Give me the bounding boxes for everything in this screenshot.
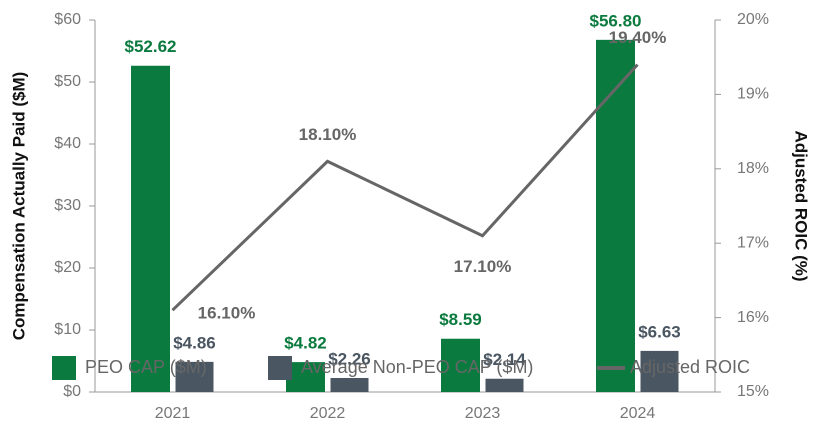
bar	[131, 65, 170, 393]
bar	[485, 378, 524, 392]
bar-value-label: $2.14	[483, 350, 526, 369]
y-axis-title: Compensation Actually Paid ($M)	[9, 72, 28, 341]
line-value-label: 16.10%	[198, 304, 256, 323]
legend-swatch	[268, 356, 292, 380]
legend-swatch	[52, 356, 76, 380]
y-tick-label: $40	[54, 135, 81, 152]
bar	[286, 362, 325, 392]
bar-value-label: $56.80	[590, 11, 642, 30]
line-value-label: 17.10%	[454, 257, 512, 276]
y-tick-label: $10	[54, 321, 81, 338]
y2-tick-label: 19%	[737, 86, 769, 103]
x-tick-label: 2023	[465, 405, 501, 422]
y-tick-label: $20	[54, 259, 81, 276]
line-value-label: 18.10%	[299, 125, 357, 144]
y-tick-label: $0	[63, 383, 81, 400]
y-tick-label: $30	[54, 197, 81, 214]
bar-value-label: $2.26	[328, 349, 371, 368]
y-tick-label: $50	[54, 73, 81, 90]
bar	[330, 377, 369, 392]
y2-axis-title: Adjusted ROIC (%)	[792, 130, 811, 281]
y2-tick-label: 15%	[737, 383, 769, 400]
bar-value-label: $4.82	[284, 334, 327, 353]
y-tick-label: $60	[54, 11, 81, 28]
legend-label: Adjusted ROIC	[630, 357, 750, 377]
bar-value-label: $8.59	[439, 310, 482, 329]
y2-tick-label: 17%	[737, 234, 769, 251]
legend-label: PEO CAP ($M)	[85, 357, 207, 377]
x-tick-label: 2024	[620, 405, 656, 422]
line	[171, 63, 639, 312]
x-tick-label: 2021	[155, 405, 191, 422]
line-value-label: 19.40%	[609, 28, 667, 47]
bar	[175, 361, 214, 392]
bar-value-label: $6.63	[638, 322, 681, 341]
bar	[596, 39, 635, 393]
bar	[640, 350, 679, 392]
x-tick-label: 2022	[310, 405, 346, 422]
bar-value-label: $52.62	[125, 37, 177, 56]
legend-label: Average Non-PEO CAP ($M)	[301, 357, 533, 377]
y2-tick-label: 16%	[737, 309, 769, 326]
bar	[441, 338, 480, 392]
y2-tick-label: 20%	[737, 11, 769, 28]
bar-value-label: $4.86	[173, 333, 216, 352]
y2-tick-label: 18%	[737, 160, 769, 177]
